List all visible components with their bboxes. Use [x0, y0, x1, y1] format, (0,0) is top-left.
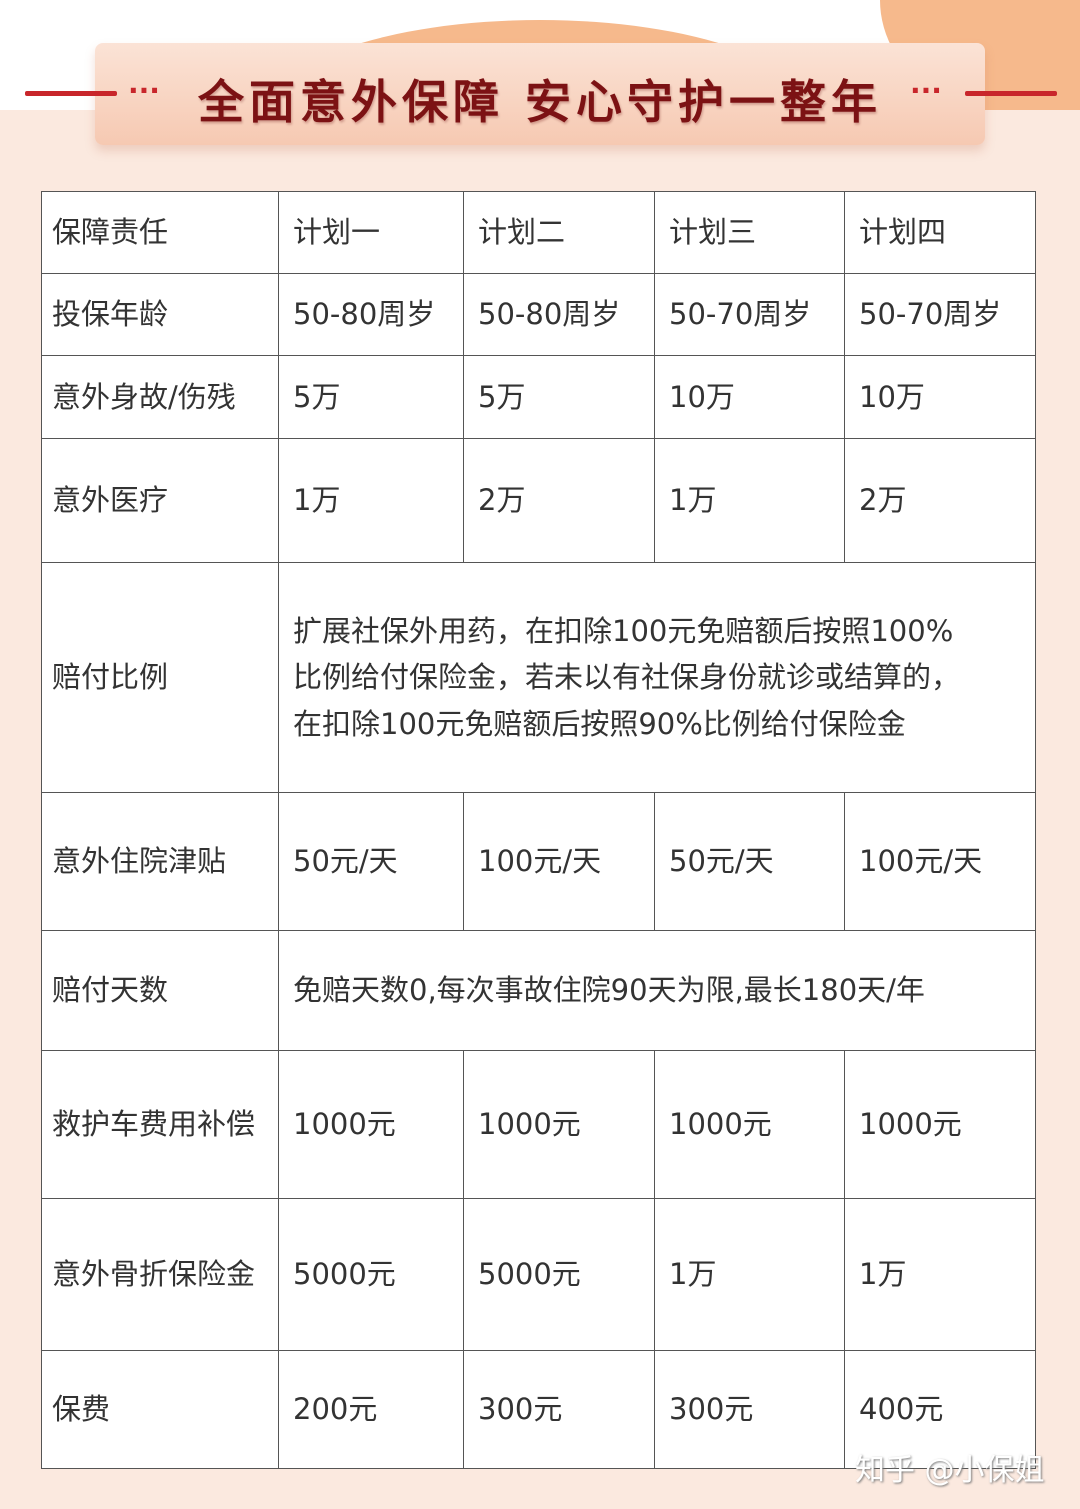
table-cell: 扩展社保外用药，在扣除100元免赔额后按照100%比例给付保险金，若未以有社保身…: [278, 562, 1036, 793]
decor-line-left: [25, 91, 117, 96]
row-label: 救护车费用补偿: [41, 1050, 279, 1199]
table-cell: 1000元: [654, 1050, 845, 1199]
table-row: 赔付天数 免赔天数0,每次事故住院90天为限,最长180天/年: [41, 930, 1036, 1051]
table-cell: 50元/天: [278, 792, 464, 931]
table-header-row: 保障责任 计划一 计划二 计划三 计划四: [41, 191, 1036, 274]
table-cell: 50-80周岁: [278, 273, 464, 356]
table-row: 救护车费用补偿 1000元 1000元 1000元 1000元: [41, 1050, 1036, 1199]
table-cell: 100元/天: [463, 792, 655, 931]
table-cell: 5万: [463, 355, 655, 439]
row-label: 赔付比例: [41, 562, 279, 793]
table-row: 意外身故/伤残 5万 5万 10万 10万: [41, 355, 1036, 439]
table-cell: 300元: [463, 1350, 655, 1469]
table-row: 意外住院津贴 50元/天 100元/天 50元/天 100元/天: [41, 792, 1036, 931]
table-cell: 5000元: [278, 1198, 464, 1351]
table-cell: 50-70周岁: [844, 273, 1036, 356]
table-cell: 400元: [844, 1350, 1036, 1469]
table-cell: 50-70周岁: [654, 273, 845, 356]
row-label: 意外住院津贴: [41, 792, 279, 931]
table-cell: 1万: [654, 438, 845, 563]
watermark: 知乎 @小保姐: [855, 1453, 1045, 1488]
table-cell: 10万: [844, 355, 1036, 439]
row-label: 意外骨折保险金: [41, 1198, 279, 1351]
column-header: 计划一: [278, 191, 464, 274]
table-cell: 1万: [654, 1198, 845, 1351]
decor-dots-right: ···: [910, 74, 942, 107]
row-label: 投保年龄: [41, 273, 279, 356]
table-cell: 100元/天: [844, 792, 1036, 931]
title-banner: [95, 43, 985, 145]
row-label: 保费: [41, 1350, 279, 1469]
column-header: 计划二: [463, 191, 655, 274]
table-cell: 10万: [654, 355, 845, 439]
table-row: 赔付比例 扩展社保外用药，在扣除100元免赔额后按照100%比例给付保险金，若未以…: [41, 562, 1036, 793]
table-row: 意外医疗 1万 2万 1万 2万: [41, 438, 1036, 563]
table-cell: 2万: [844, 438, 1036, 563]
table-cell: 1万: [278, 438, 464, 563]
coverage-table: 保障责任 计划一 计划二 计划三 计划四 投保年龄 50-80周岁 50-80周岁 50-70周…: [41, 191, 1036, 1469]
table-row: 投保年龄 50-80周岁 50-80周岁 50-70周岁 50-70周岁: [41, 273, 1036, 356]
table-cell: 50元/天: [654, 792, 845, 931]
column-header: 计划三: [654, 191, 845, 274]
table-cell: 200元: [278, 1350, 464, 1469]
table-row: 保费 200元 300元 300元 400元: [41, 1350, 1036, 1469]
row-label: 意外身故/伤残: [41, 355, 279, 439]
table-cell: 1000元: [278, 1050, 464, 1199]
page-title: 全面意外保障 安心守护一整年: [197, 75, 882, 129]
column-header: 保障责任: [41, 191, 279, 274]
table-cell: 1000元: [463, 1050, 655, 1199]
row-label: 意外医疗: [41, 438, 279, 563]
decor-line-right: [965, 91, 1057, 96]
table-cell: 5000元: [463, 1198, 655, 1351]
table-row: 意外骨折保险金 5000元 5000元 1万 1万: [41, 1198, 1036, 1351]
table-cell: 5万: [278, 355, 464, 439]
table-cell: 免赔天数0,每次事故住院90天为限,最长180天/年: [278, 930, 1036, 1051]
table-cell: 2万: [463, 438, 655, 563]
table-cell: 300元: [654, 1350, 845, 1469]
column-header: 计划四: [844, 191, 1036, 274]
decor-dots-left: ···: [128, 74, 160, 107]
table-cell: 1万: [844, 1198, 1036, 1351]
table-cell: 50-80周岁: [463, 273, 655, 356]
table-cell: 1000元: [844, 1050, 1036, 1199]
row-label: 赔付天数: [41, 930, 279, 1051]
